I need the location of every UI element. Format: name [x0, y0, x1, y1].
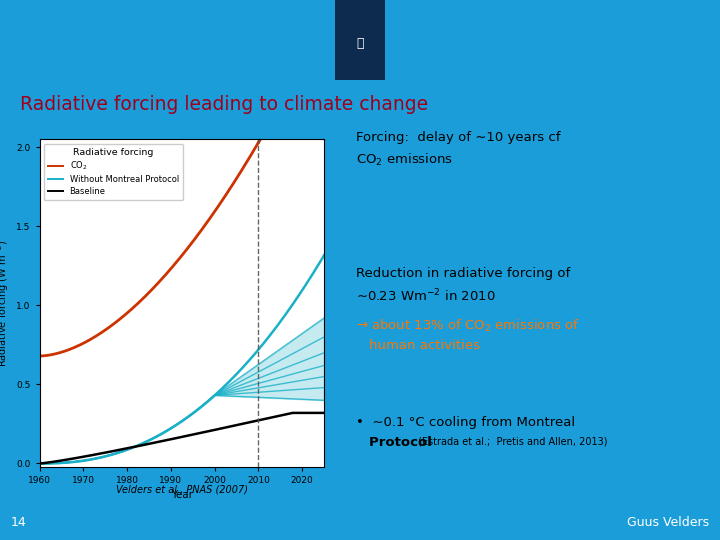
Text: Reduction in radiative forcing of: Reduction in radiative forcing of — [356, 267, 571, 280]
Text: •  ∼0.1 °C cooling from Montreal: • ∼0.1 °C cooling from Montreal — [356, 416, 575, 429]
Bar — [335, 0, 385, 80]
Text: 14: 14 — [11, 516, 27, 529]
Text: ∼0.23 Wm$^{-2}$ in 2010: ∼0.23 Wm$^{-2}$ in 2010 — [356, 287, 496, 304]
Text: human activities: human activities — [369, 339, 480, 352]
Text: Guus Velders: Guus Velders — [627, 516, 709, 529]
Text: Protocol: Protocol — [369, 436, 441, 449]
Text: (Estrada et al.;  Pretis and Allen, 2013): (Estrada et al.; Pretis and Allen, 2013) — [418, 436, 608, 446]
Text: CO$_2$ emissions: CO$_2$ emissions — [356, 151, 454, 167]
X-axis label: Year: Year — [171, 490, 193, 500]
Text: Velders et al., PNAS (2007): Velders et al., PNAS (2007) — [116, 484, 248, 494]
Text: Forcing:  delay of ∼10 years cf: Forcing: delay of ∼10 years cf — [356, 131, 561, 144]
Text: 👑: 👑 — [356, 37, 364, 50]
Text: → about 13% of CO$_2$ emissions of: → about 13% of CO$_2$ emissions of — [356, 318, 580, 334]
Legend: CO$_2$, Without Montreal Protocol, Baseline: CO$_2$, Without Montreal Protocol, Basel… — [44, 144, 183, 200]
Text: Radiative forcing leading to climate change: Radiative forcing leading to climate cha… — [20, 95, 428, 114]
Y-axis label: Radiative forcing (W m$^{-2}$): Radiative forcing (W m$^{-2}$) — [0, 239, 11, 367]
